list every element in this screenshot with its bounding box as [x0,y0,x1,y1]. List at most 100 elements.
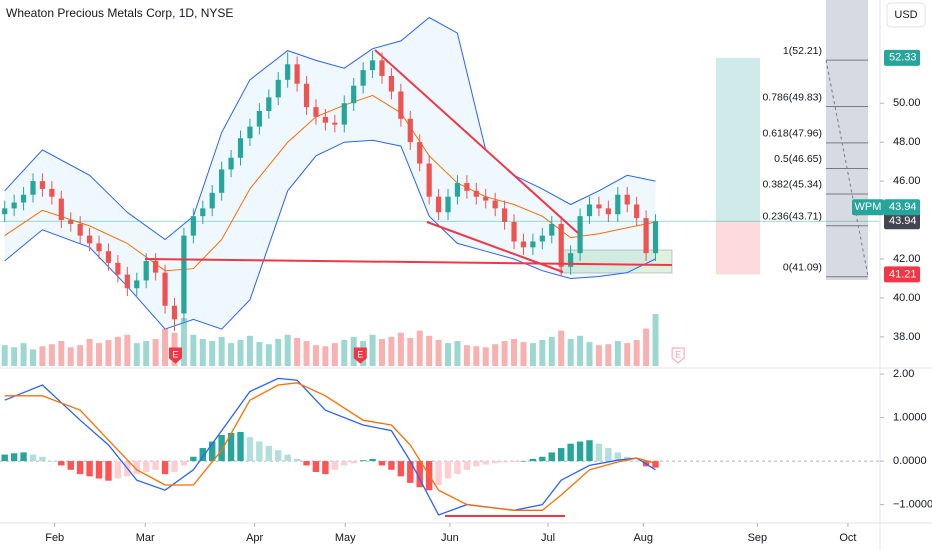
volume-bar [435,340,442,366]
histogram-bar [20,452,27,462]
volume-bar [643,328,650,366]
candle-body [473,190,479,197]
histogram-bar [105,461,112,481]
volume-bar [284,334,291,366]
volume-bar [539,340,546,366]
volume-bar [633,340,640,366]
x-tick-label: Jul [541,532,555,544]
histogram-bar [435,461,442,486]
entry-price-label: 43.94 [889,215,917,227]
candle-body [115,262,121,275]
candle-body [530,241,536,248]
candle-body [2,208,8,215]
macd-tick-label: 2.00 [893,368,914,380]
candle-body [285,64,291,80]
histogram-bar [567,443,574,462]
position-profit [716,57,760,222]
volume-bar [558,330,565,366]
volume-bar [256,342,263,366]
earnings-label: E [172,349,178,359]
candle-body [379,60,385,76]
earnings-label: E [675,349,681,359]
volume-bar [397,332,404,366]
volume-bar [96,343,103,366]
x-tick-label: Aug [633,532,653,544]
volume-bar [39,346,46,366]
fib-label: 0.5(46.65) [774,153,822,165]
candle-body [483,196,489,201]
candle-body [407,118,413,143]
histogram-bar [539,456,546,462]
currency-button[interactable] [886,2,926,28]
candle-body [426,163,432,197]
volume-bar [143,341,150,366]
histogram-bar [520,461,527,462]
x-tick-label: Mar [136,532,155,544]
candle-body [275,79,281,98]
histogram-bar [1,454,8,462]
volume-bar [275,338,282,366]
candle-body [143,260,149,281]
y-tick-label: 46.00 [893,175,921,187]
candle-body [153,260,159,273]
currency-label[interactable]: USD [894,9,917,21]
histogram-bar [331,461,339,470]
volume-bar [265,344,272,366]
candle-body [615,194,621,215]
histogram-bar [246,437,254,462]
histogram-bar [576,441,584,462]
histogram-bar [209,441,216,462]
histogram-bar [133,461,140,475]
histogram-bar [76,461,84,475]
last-price-label-box [884,199,920,216]
target-price-label-box [884,49,920,66]
volume-bar [48,344,55,366]
histogram-bar [237,431,244,462]
volume-bar [11,347,18,366]
volume-bar [124,334,131,366]
candle-body [558,223,564,267]
histogram-bar [491,461,499,464]
histogram-bar [67,461,74,470]
histogram-bar [548,452,555,462]
volume-bar [416,330,423,366]
histogram-bar [444,461,452,479]
candle-body [605,208,611,215]
volume-bar [388,336,395,366]
axis-layer: 38.00 40.00 42.00 46.00 48.00 50.00 52.33 43.94… [45,49,932,544]
candle-body [11,202,17,209]
histogram-bar [58,461,65,466]
candle-body [549,223,555,236]
histogram-bar [284,454,291,462]
histogram-bar [171,461,178,472]
band-fill [4,17,656,330]
fib-label: 0.236(43.71) [762,210,822,222]
candle-body [577,216,583,254]
x-tick-label: May [335,532,356,544]
fib-label: 0.786(49.83) [762,91,822,103]
histogram-bar [510,461,518,462]
x-tick-label: Sep [748,532,768,544]
volume-bar [67,347,74,366]
y-tick-label: 50.00 [893,97,921,109]
volume-bar [152,338,159,366]
macd-tick-label: 1.0000 [893,411,927,423]
volume-bar [341,340,348,366]
histogram-bar [652,461,659,468]
histogram-bar [256,441,263,462]
volume-bar [511,338,518,366]
candle-body [303,83,310,108]
volume-bar [20,343,27,366]
volume-bar [445,343,452,366]
macd-line [4,377,656,516]
candle-body [181,235,187,314]
candle-body [96,243,102,252]
histogram-bar [39,456,46,462]
volume-bar [322,346,329,366]
volume-bar [114,336,121,366]
volume-bar [209,341,216,366]
candle-body [388,75,395,92]
stop-price-label-box [884,266,920,283]
